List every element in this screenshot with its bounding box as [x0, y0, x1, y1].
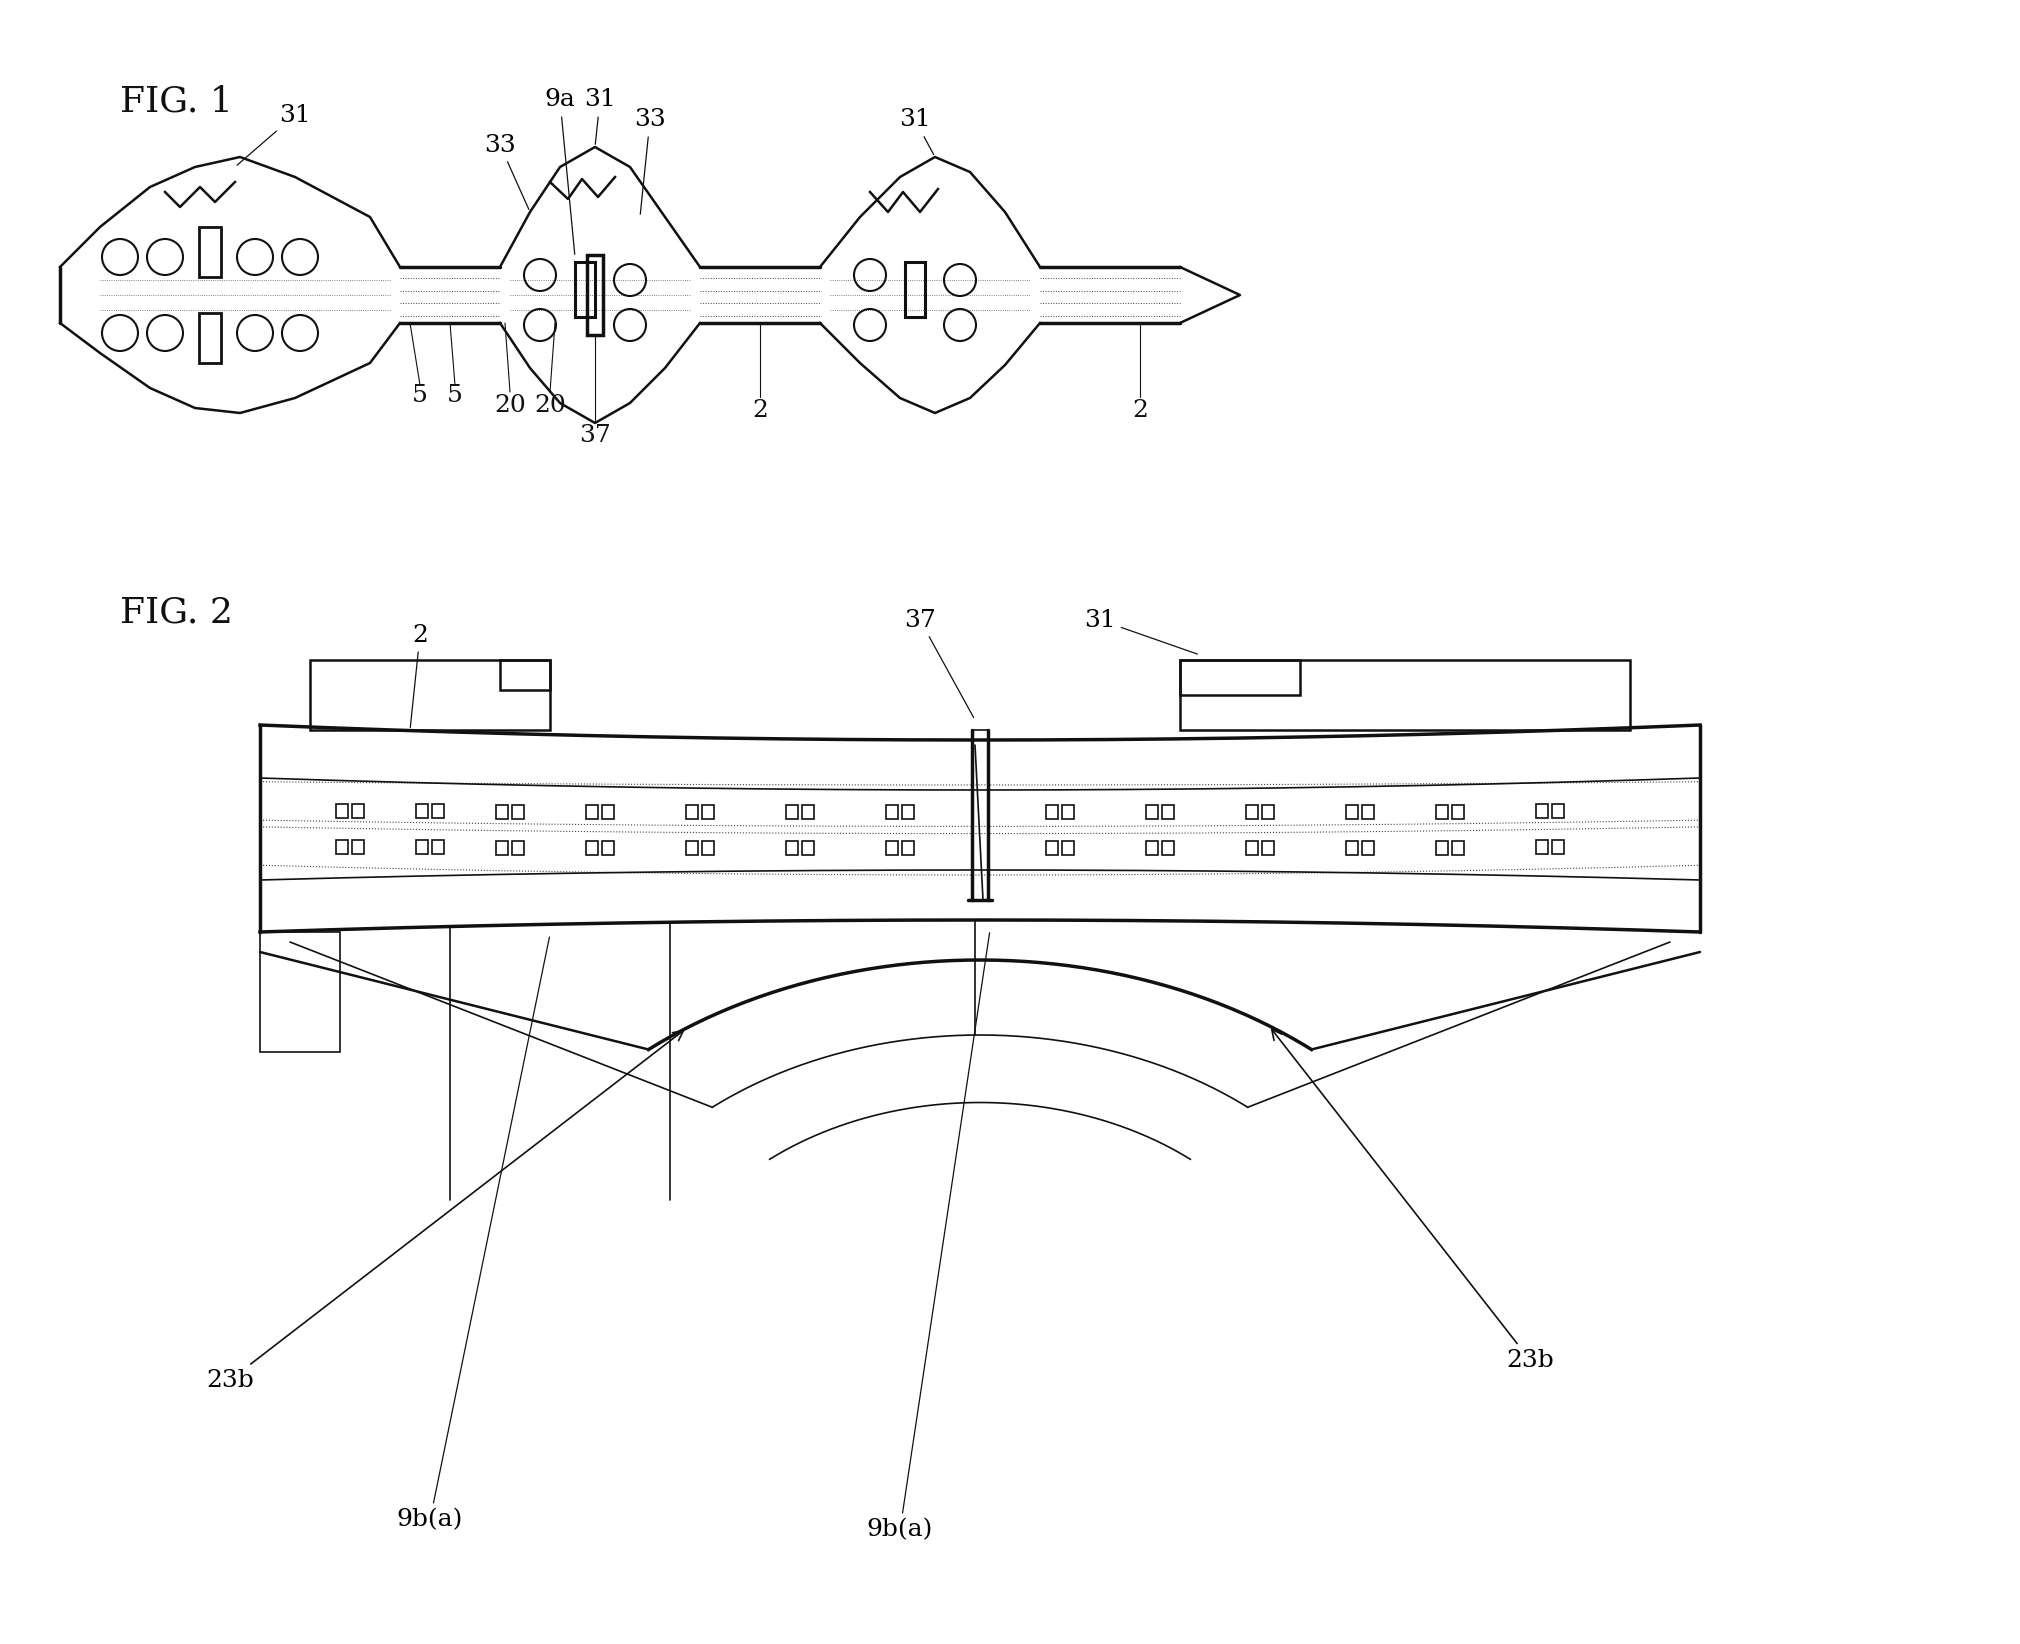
- Text: 23b: 23b: [1273, 1029, 1553, 1371]
- Bar: [1345, 804, 1357, 819]
- Bar: [1361, 840, 1374, 855]
- Bar: [1162, 842, 1174, 855]
- Bar: [511, 804, 523, 819]
- Bar: [586, 840, 598, 855]
- Bar: [416, 840, 428, 855]
- Bar: [1262, 840, 1275, 855]
- Bar: [602, 840, 614, 855]
- Bar: [200, 312, 220, 363]
- Bar: [1452, 840, 1464, 855]
- Text: FIG. 1: FIG. 1: [119, 85, 232, 118]
- Bar: [200, 227, 220, 276]
- Bar: [497, 804, 507, 819]
- Text: 31: 31: [584, 89, 616, 145]
- Bar: [903, 842, 913, 855]
- Text: 2: 2: [751, 398, 768, 421]
- Text: 31: 31: [236, 104, 311, 164]
- Bar: [1551, 840, 1563, 855]
- Bar: [1452, 804, 1464, 819]
- Bar: [1046, 806, 1058, 819]
- Bar: [1262, 806, 1275, 819]
- Text: 9a: 9a: [545, 89, 576, 255]
- Bar: [588, 255, 604, 335]
- Bar: [703, 840, 713, 855]
- Text: 37: 37: [580, 424, 610, 447]
- Bar: [1162, 806, 1174, 819]
- Bar: [1535, 804, 1547, 819]
- Bar: [335, 840, 347, 855]
- Bar: [586, 804, 598, 819]
- Bar: [786, 842, 798, 855]
- Text: 37: 37: [905, 608, 974, 717]
- Bar: [1046, 842, 1058, 855]
- Bar: [351, 804, 364, 819]
- Bar: [432, 804, 444, 819]
- Bar: [703, 806, 713, 819]
- Bar: [802, 806, 814, 819]
- Bar: [432, 840, 444, 855]
- Text: 23b: 23b: [206, 1031, 683, 1391]
- Bar: [1436, 840, 1448, 855]
- Bar: [1551, 804, 1563, 819]
- Bar: [335, 804, 347, 819]
- Bar: [1535, 840, 1547, 855]
- Text: 33: 33: [634, 109, 667, 214]
- Bar: [602, 804, 614, 819]
- Text: 2: 2: [1131, 398, 1147, 421]
- Bar: [802, 842, 814, 855]
- Text: 33: 33: [485, 133, 529, 209]
- Bar: [1361, 804, 1374, 819]
- Bar: [1436, 804, 1448, 819]
- Bar: [1063, 842, 1075, 855]
- Bar: [1345, 840, 1357, 855]
- Text: 5: 5: [446, 383, 463, 406]
- Text: 9b(a): 9b(a): [867, 932, 990, 1542]
- Text: 2: 2: [410, 623, 428, 727]
- Bar: [416, 804, 428, 819]
- Text: 9b(a): 9b(a): [396, 937, 549, 1532]
- Bar: [903, 806, 913, 819]
- Text: 31: 31: [899, 109, 933, 155]
- Bar: [511, 840, 523, 855]
- Bar: [905, 263, 925, 317]
- Text: 20: 20: [495, 393, 525, 416]
- Bar: [687, 806, 699, 819]
- Bar: [351, 840, 364, 855]
- Text: 5: 5: [412, 383, 428, 406]
- Bar: [1063, 806, 1075, 819]
- Bar: [786, 806, 798, 819]
- Text: 31: 31: [1085, 608, 1198, 654]
- Bar: [497, 840, 507, 855]
- Bar: [1246, 840, 1258, 855]
- Text: FIG. 2: FIG. 2: [119, 595, 232, 630]
- Bar: [576, 263, 596, 317]
- Bar: [887, 842, 899, 855]
- Bar: [1145, 806, 1157, 819]
- Bar: [1145, 842, 1157, 855]
- Bar: [687, 840, 699, 855]
- Text: 20: 20: [533, 393, 566, 416]
- Bar: [1246, 806, 1258, 819]
- Bar: [887, 806, 899, 819]
